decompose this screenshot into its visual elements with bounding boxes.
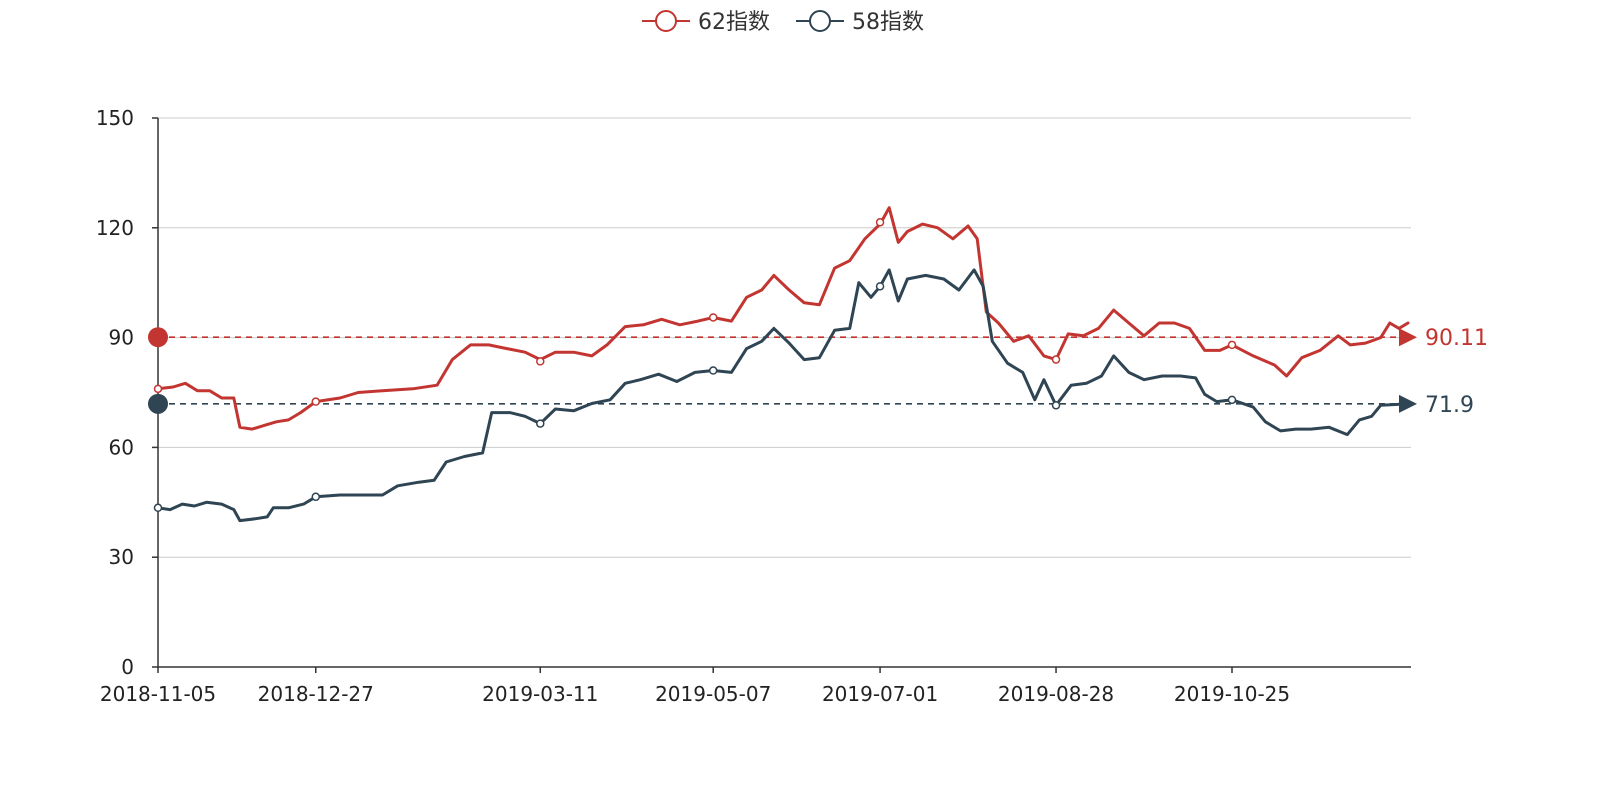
series-2-point — [875, 282, 885, 291]
legend-item-1[interactable]: 62指数 — [642, 10, 770, 35]
y-tick-label: 120 — [96, 216, 134, 240]
series-2-point — [536, 419, 545, 428]
y-tick-label: 30 — [109, 545, 134, 569]
series-2-line — [156, 268, 1410, 523]
x-tick-label: 2019-03-11 — [482, 682, 598, 706]
legend-label: 62指数 — [698, 10, 770, 35]
x-tick-label: 2019-08-28 — [998, 682, 1114, 706]
series-2-markline-start-dot — [148, 393, 168, 414]
chart-axes: 0 30 60 90 120 150 2018-11-05 2018-12-27 2019-03… — [96, 106, 1411, 706]
x-tick-label: 2018-12-27 — [258, 682, 374, 706]
legend-label: 58指数 — [852, 10, 924, 35]
series-1-markline-arrow — [1399, 328, 1417, 347]
x-tick-label: 2018-11-05 — [100, 682, 216, 706]
series-1-point — [536, 357, 545, 366]
legend-marker — [655, 10, 677, 32]
series-1-point — [153, 384, 163, 394]
legend-marker — [809, 10, 831, 32]
y-tick-label: 150 — [96, 106, 134, 130]
series-2-point — [708, 366, 718, 375]
series-2-point — [153, 503, 163, 513]
series-1-point — [708, 313, 718, 322]
chart-legend[interactable]: 62指数 58指数 — [642, 10, 924, 35]
chart-marklines: 90.11 71.9 — [148, 326, 1488, 418]
series-1-point — [1227, 340, 1237, 350]
y-tick-label: 60 — [109, 435, 134, 459]
x-tick-label: 2019-05-07 — [655, 682, 771, 706]
legend-item-2[interactable]: 58指数 — [796, 10, 924, 35]
series-1-line — [156, 206, 1410, 431]
y-tick-label: 90 — [109, 326, 134, 350]
series-1-point — [875, 218, 885, 227]
chart-series — [153, 206, 1410, 523]
series-2-point — [1051, 401, 1061, 410]
y-tick-label: 0 — [121, 655, 134, 679]
x-tick-label: 2019-10-25 — [1174, 682, 1290, 706]
series-1-markline-label: 90.11 — [1425, 326, 1488, 351]
series-2-point — [311, 492, 321, 502]
series-1-point — [1051, 355, 1061, 364]
series-1-point — [311, 397, 321, 406]
x-tick-label: 2019-07-01 — [822, 682, 938, 706]
series-2-point — [1227, 395, 1237, 405]
series-1-markline-start-dot — [148, 327, 168, 348]
series-2-markline-label: 71.9 — [1425, 393, 1474, 418]
